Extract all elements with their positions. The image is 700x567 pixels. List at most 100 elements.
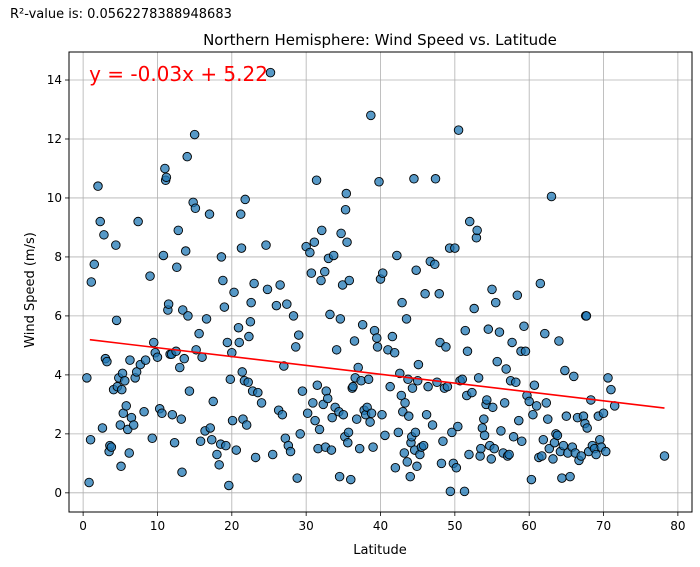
data-point xyxy=(327,412,337,423)
data-point xyxy=(262,284,273,295)
data-point xyxy=(82,373,92,383)
data-point xyxy=(158,250,169,261)
y-tick-label: 2 xyxy=(54,427,62,441)
data-point xyxy=(234,337,244,348)
data-point xyxy=(331,345,342,355)
data-point xyxy=(293,330,304,340)
data-point xyxy=(245,317,256,327)
data-point xyxy=(504,449,514,460)
data-point xyxy=(390,463,401,473)
data-point xyxy=(309,237,320,247)
data-point xyxy=(511,377,521,388)
data-point xyxy=(306,268,317,278)
data-point xyxy=(297,386,308,396)
data-point xyxy=(418,440,429,451)
data-point xyxy=(131,367,142,377)
data-point xyxy=(344,275,355,286)
data-point xyxy=(163,299,174,309)
data-point xyxy=(161,172,172,183)
data-point xyxy=(295,429,305,439)
data-point xyxy=(340,205,351,215)
data-point xyxy=(464,449,474,460)
data-point xyxy=(343,437,353,448)
data-point xyxy=(476,443,486,454)
data-point xyxy=(396,390,407,401)
data-point xyxy=(387,331,398,342)
data-point xyxy=(308,398,318,408)
data-point xyxy=(659,451,670,461)
data-point xyxy=(591,449,601,460)
data-point xyxy=(469,303,479,314)
data-point xyxy=(581,311,592,321)
data-point xyxy=(316,275,326,286)
data-point xyxy=(402,457,413,467)
data-point xyxy=(512,290,523,301)
data-point xyxy=(438,436,448,446)
data-point xyxy=(492,356,502,367)
data-point xyxy=(430,259,440,270)
data-point xyxy=(462,346,473,357)
data-point xyxy=(554,336,564,346)
data-point xyxy=(302,408,313,418)
x-tick-label: 10 xyxy=(150,519,165,533)
data-point xyxy=(459,486,470,497)
data-point xyxy=(489,443,499,454)
data-point xyxy=(412,461,422,472)
data-point xyxy=(235,209,246,219)
data-point xyxy=(451,463,462,473)
data-point xyxy=(349,336,360,346)
data-point xyxy=(184,386,195,396)
data-point xyxy=(404,411,414,421)
data-point xyxy=(244,331,254,342)
data-point xyxy=(546,191,557,202)
data-point xyxy=(531,401,542,411)
data-point xyxy=(225,374,236,385)
data-point xyxy=(392,250,402,261)
data-point xyxy=(115,420,126,430)
data-point xyxy=(86,277,97,287)
data-point xyxy=(514,415,524,426)
data-point xyxy=(175,362,185,373)
data-point xyxy=(354,443,365,454)
data-point xyxy=(152,352,163,362)
data-point xyxy=(288,311,299,321)
data-point xyxy=(544,443,555,454)
data-point xyxy=(279,361,289,371)
data-point xyxy=(310,415,320,426)
data-point xyxy=(275,280,285,290)
regression-line-segment xyxy=(89,338,665,409)
data-point xyxy=(389,348,400,358)
data-point xyxy=(206,435,217,445)
data-point xyxy=(243,377,253,388)
data-point xyxy=(457,374,468,385)
data-point xyxy=(145,271,155,281)
data-point xyxy=(204,209,215,219)
data-point xyxy=(529,380,540,390)
data-point xyxy=(218,275,228,286)
data-point xyxy=(606,384,616,395)
data-point xyxy=(311,175,322,186)
y-axis-label: Wind Speed (m/s) xyxy=(23,232,38,348)
x-tick-label: 80 xyxy=(670,519,685,533)
data-point xyxy=(173,225,184,236)
data-point xyxy=(374,176,384,187)
data-point xyxy=(434,289,444,299)
data-point xyxy=(377,409,387,420)
data-point xyxy=(409,174,419,184)
data-point xyxy=(236,243,247,253)
data-point xyxy=(420,289,430,299)
data-point xyxy=(195,436,206,446)
data-point xyxy=(121,401,131,411)
data-point xyxy=(265,67,276,78)
data-point xyxy=(250,452,261,463)
data-point xyxy=(411,265,421,275)
data-point xyxy=(357,320,368,330)
data-point xyxy=(423,381,433,392)
data-point xyxy=(149,337,159,348)
data-point xyxy=(317,225,327,236)
data-point xyxy=(342,237,352,247)
data-point xyxy=(372,342,383,352)
data-point xyxy=(216,252,227,262)
x-tick-label: 60 xyxy=(522,519,537,533)
